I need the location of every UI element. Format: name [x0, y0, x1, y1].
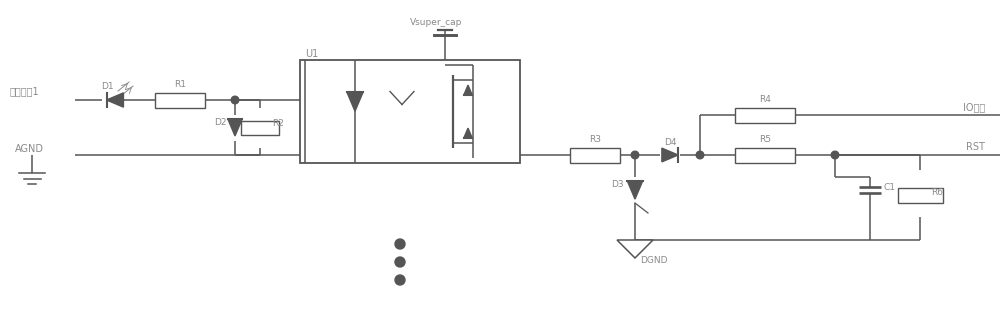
Text: Vsuper_cap: Vsuper_cap — [410, 18, 462, 27]
Text: D2: D2 — [214, 118, 226, 127]
Circle shape — [395, 257, 405, 267]
Text: 条件判据1: 条件判据1 — [10, 86, 40, 96]
Text: D3: D3 — [611, 180, 623, 189]
Text: IO输出: IO输出 — [963, 102, 985, 112]
Polygon shape — [347, 92, 363, 111]
Text: D1: D1 — [101, 82, 113, 91]
Bar — [570, 147, 620, 162]
Text: C1: C1 — [883, 183, 895, 192]
Bar — [735, 108, 795, 123]
Text: D4: D4 — [664, 138, 676, 147]
Text: R5: R5 — [759, 135, 771, 144]
Polygon shape — [464, 85, 472, 95]
Polygon shape — [107, 93, 123, 107]
Polygon shape — [617, 240, 653, 258]
Text: RST: RST — [966, 142, 985, 152]
Bar — [735, 147, 795, 162]
Polygon shape — [662, 148, 678, 162]
Text: U1: U1 — [305, 49, 318, 59]
Text: AGND: AGND — [15, 143, 44, 153]
Circle shape — [395, 239, 405, 249]
Circle shape — [696, 151, 704, 159]
Bar — [300, 60, 520, 163]
Text: R1: R1 — [174, 80, 186, 89]
Bar — [898, 188, 942, 202]
Polygon shape — [464, 128, 472, 138]
Circle shape — [395, 275, 405, 285]
Polygon shape — [228, 119, 242, 136]
Bar — [155, 92, 205, 108]
Polygon shape — [627, 181, 643, 199]
Text: R2: R2 — [272, 119, 284, 128]
Circle shape — [631, 151, 639, 159]
Circle shape — [831, 151, 839, 159]
Text: DGND: DGND — [640, 256, 668, 265]
Bar — [241, 121, 279, 134]
Circle shape — [231, 96, 239, 104]
Text: R6: R6 — [931, 188, 943, 197]
Text: R4: R4 — [759, 95, 771, 104]
Text: R3: R3 — [589, 135, 601, 144]
